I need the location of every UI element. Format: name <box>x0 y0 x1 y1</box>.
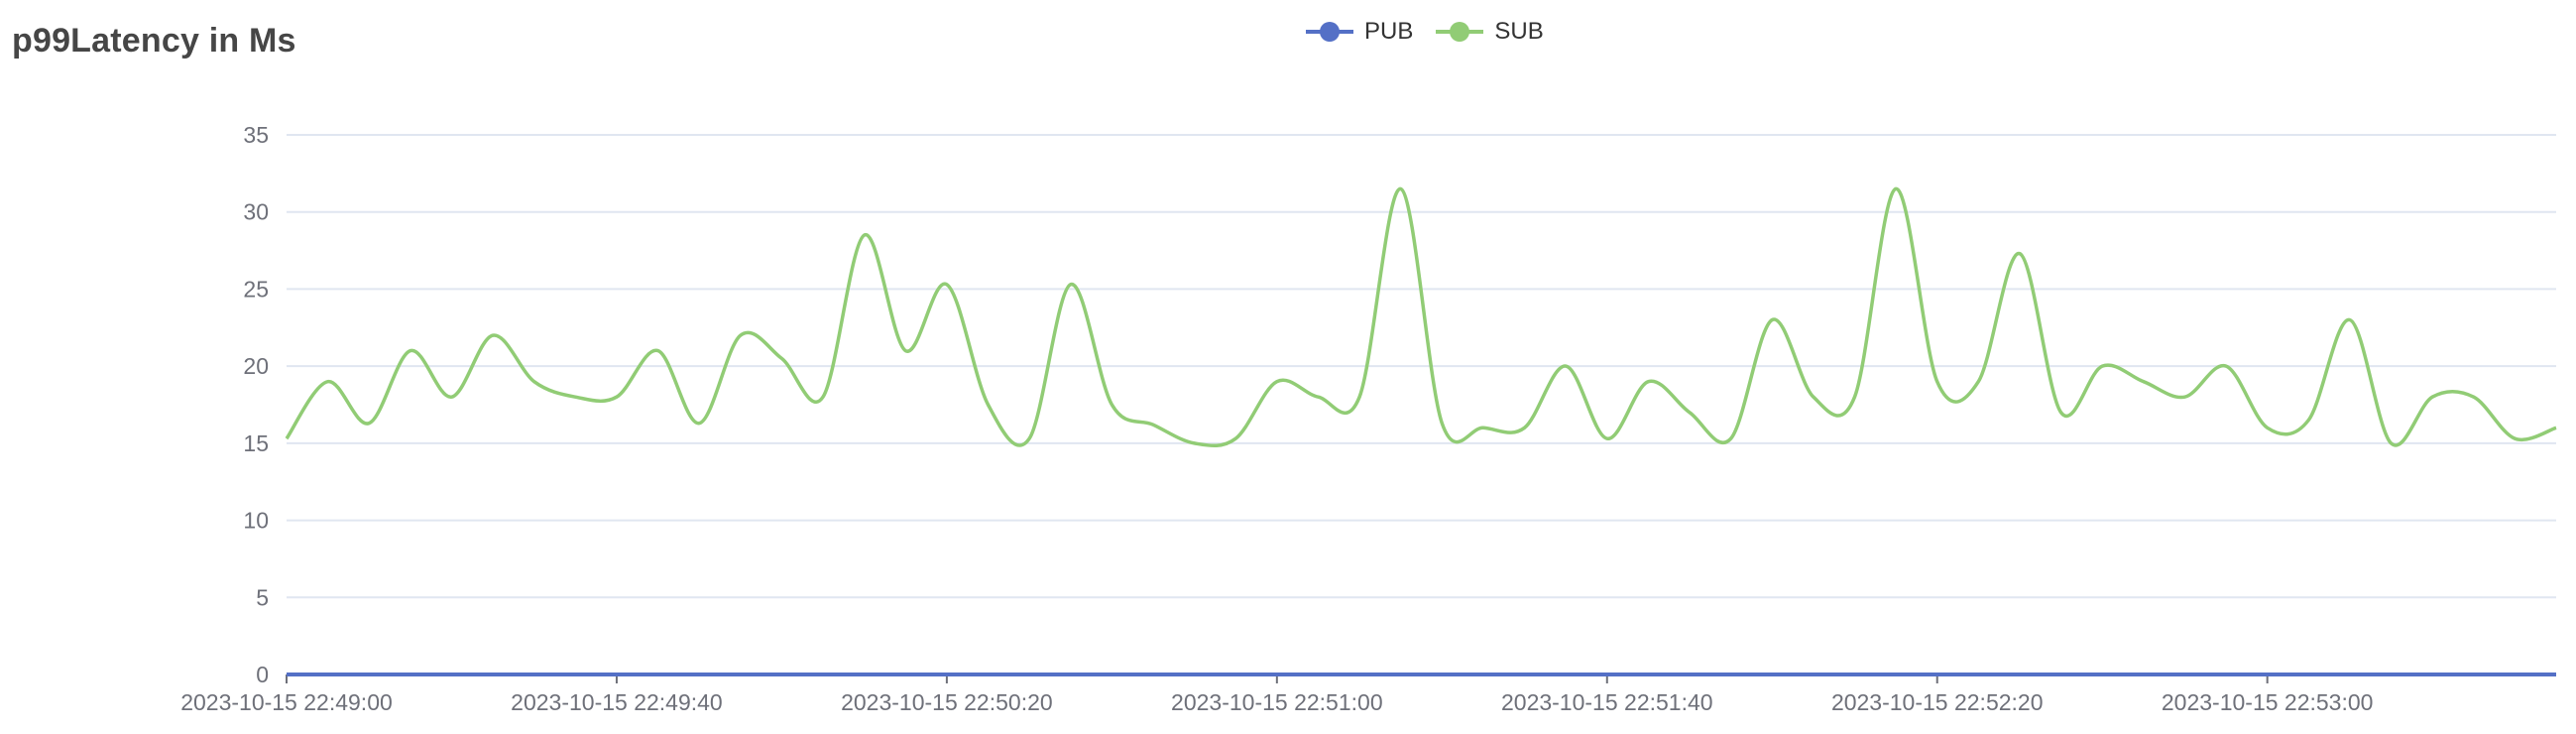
x-tick-label-6: 2023-10-15 22:53:00 <box>2162 689 2374 715</box>
y-tick-label-20: 20 <box>243 353 269 379</box>
y-tick-label-35: 35 <box>243 122 269 148</box>
legend-dot-sub <box>1450 22 1470 42</box>
x-tick-label-0: 2023-10-15 22:49:00 <box>180 689 393 715</box>
series-line-sub <box>285 186 2557 448</box>
y-tick-label-25: 25 <box>243 276 269 302</box>
x-tick-label-3: 2023-10-15 22:51:00 <box>1171 689 1383 715</box>
legend-symbol-sub <box>1436 22 1484 42</box>
y-tick-label-5: 5 <box>256 584 269 610</box>
legend-label-sub: SUB <box>1494 18 1544 45</box>
chart-title: p99Latency in Ms <box>12 22 296 60</box>
y-tick-label-15: 15 <box>243 430 269 456</box>
x-tick-label-4: 2023-10-15 22:51:40 <box>1501 689 1713 715</box>
y-tick-label-30: 30 <box>243 199 269 225</box>
x-tick-label-1: 2023-10-15 22:49:40 <box>511 689 723 715</box>
x-tick-label-5: 2023-10-15 22:52:20 <box>1831 689 2044 715</box>
y-tick-label-10: 10 <box>243 508 269 534</box>
y-tick-label-0: 0 <box>256 662 269 687</box>
legend: PUB SUB <box>1305 18 1544 46</box>
legend-symbol-pub <box>1306 22 1353 42</box>
legend-dot-pub <box>1320 22 1340 42</box>
x-tick-label-2: 2023-10-15 22:50:20 <box>841 689 1053 715</box>
legend-label-pub: PUB <box>1364 18 1414 45</box>
legend-item-sub[interactable]: SUB <box>1435 18 1544 46</box>
legend-item-pub[interactable]: PUB <box>1305 18 1413 46</box>
